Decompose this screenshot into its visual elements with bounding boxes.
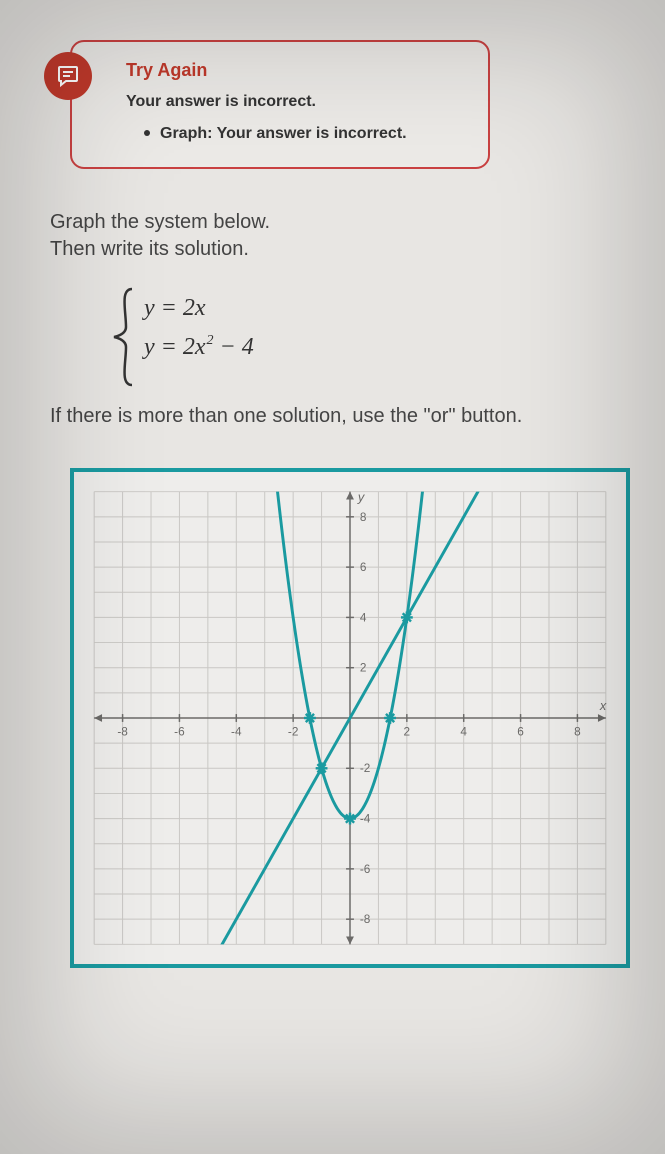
chart-container[interactable]: -8-6-4-22468-8-6-4-22468xy	[70, 468, 630, 968]
svg-text:6: 6	[360, 560, 367, 574]
feedback-bullet-label: Graph:	[160, 125, 212, 142]
instruction-text: If there is more than one solution, use …	[50, 405, 635, 428]
eq2-rhs-base: 2x	[183, 334, 206, 360]
eq1-rhs: 2x	[183, 295, 206, 321]
eq2-rhs-tail: − 4	[214, 334, 254, 360]
left-brace-icon	[110, 287, 138, 387]
svg-text:8: 8	[574, 725, 581, 739]
svg-text:-6: -6	[174, 725, 185, 739]
prompt-line-2: Then write its solution.	[50, 236, 635, 263]
coordinate-graph[interactable]: -8-6-4-22468-8-6-4-22468xy	[74, 472, 626, 964]
svg-text:x: x	[599, 698, 607, 713]
equation-2: y = 2x2 − 4	[144, 334, 254, 361]
svg-text:8: 8	[360, 510, 367, 524]
eq2-equals: =	[161, 334, 183, 360]
eq2-rhs-exp: 2	[207, 333, 214, 348]
svg-text:-2: -2	[360, 761, 371, 775]
equation-lines: y = 2x y = 2x2 − 4	[144, 295, 254, 373]
bullet-dot-icon	[144, 130, 150, 136]
svg-text:-6: -6	[360, 862, 371, 876]
prompt-block: Graph the system below. Then write its s…	[50, 209, 635, 263]
eq2-lhs: y	[144, 334, 155, 360]
svg-text:-2: -2	[288, 725, 299, 739]
svg-text:-8: -8	[360, 912, 371, 926]
feedback-title: Try Again	[126, 60, 464, 81]
svg-text:4: 4	[460, 725, 467, 739]
feedback-bullet-text: Graph: Your answer is incorrect.	[160, 125, 407, 143]
page-root: Try Again Your answer is incorrect. Grap…	[0, 0, 665, 988]
svg-text:4: 4	[360, 610, 367, 624]
speech-bubble-icon	[56, 64, 80, 88]
feedback-bullet-msg: Your answer is incorrect.	[217, 125, 407, 142]
eq1-equals: =	[161, 295, 183, 321]
feedback-box: Try Again Your answer is incorrect. Grap…	[70, 40, 490, 169]
svg-text:-8: -8	[117, 725, 128, 739]
svg-text:-4: -4	[231, 725, 242, 739]
equation-1: y = 2x	[144, 295, 254, 322]
equation-system: y = 2x y = 2x2 − 4	[110, 287, 635, 387]
svg-text:2: 2	[360, 661, 367, 675]
svg-text:2: 2	[404, 725, 411, 739]
svg-text:6: 6	[517, 725, 524, 739]
prompt-line-1: Graph the system below.	[50, 209, 635, 236]
feedback-icon	[44, 52, 92, 100]
feedback-bullet: Graph: Your answer is incorrect.	[126, 125, 464, 143]
svg-text:-4: -4	[360, 812, 371, 826]
feedback-subtitle: Your answer is incorrect.	[126, 93, 464, 111]
eq1-lhs: y	[144, 295, 155, 321]
